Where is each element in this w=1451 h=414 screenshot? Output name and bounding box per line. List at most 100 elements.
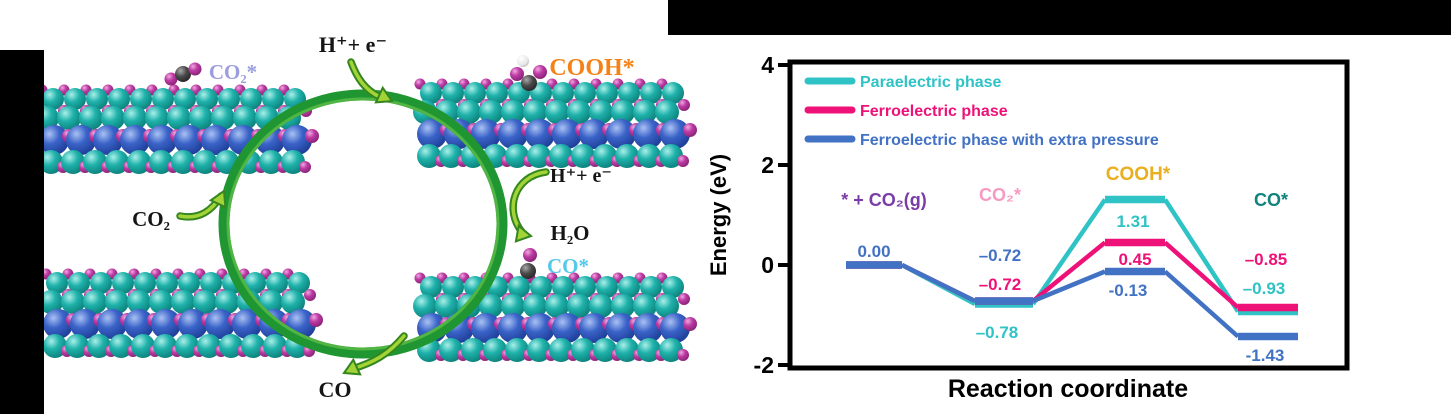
atom-sphere bbox=[175, 334, 199, 358]
atom-sphere bbox=[193, 290, 217, 314]
atom-sphere bbox=[552, 82, 574, 104]
atom-sphere bbox=[420, 82, 442, 104]
value-s4-blue: -1.43 bbox=[1246, 346, 1285, 365]
atom-sphere bbox=[86, 88, 108, 110]
y-tick-2: 2 bbox=[761, 152, 774, 178]
atom-sphere bbox=[167, 106, 191, 130]
legend-label-ferroelectric: Ferroelectric phase bbox=[860, 103, 1008, 120]
atom-sphere bbox=[197, 334, 221, 358]
energy-series-path bbox=[846, 261, 1298, 341]
atom-sphere bbox=[606, 119, 636, 149]
atom-sphere bbox=[79, 106, 103, 130]
atom-sphere bbox=[439, 338, 463, 362]
atom-sphere bbox=[660, 313, 690, 343]
atom-sphere bbox=[123, 106, 147, 130]
atom-sphere bbox=[442, 276, 464, 298]
atom-sphere bbox=[442, 82, 464, 104]
atom-sphere bbox=[83, 290, 107, 314]
atom-sphere bbox=[574, 276, 596, 298]
atom-sphere bbox=[413, 294, 437, 318]
left-crop-bar bbox=[0, 50, 44, 414]
atom-sphere bbox=[593, 144, 617, 168]
atom-sphere bbox=[552, 119, 582, 149]
atom-sphere bbox=[108, 88, 130, 110]
value-s3-teal: 1.31 bbox=[1116, 212, 1149, 231]
atom-sphere bbox=[508, 276, 530, 298]
atom-sphere bbox=[640, 276, 662, 298]
atom-sphere bbox=[659, 144, 683, 168]
atom-sphere bbox=[288, 272, 310, 294]
atom-sphere bbox=[677, 155, 689, 167]
atom-sphere bbox=[101, 106, 125, 130]
atom-sphere bbox=[97, 309, 127, 339]
atom-sphere bbox=[156, 272, 178, 294]
atom-sphere bbox=[633, 313, 663, 343]
value-s2-blue: –0.72 bbox=[979, 246, 1022, 265]
plot-border bbox=[787, 59, 1350, 371]
atom-sphere bbox=[611, 294, 635, 318]
atom-sphere bbox=[435, 294, 459, 318]
atom-sphere bbox=[43, 309, 73, 339]
atom-sphere bbox=[145, 106, 169, 130]
atom-sphere bbox=[662, 82, 684, 104]
atom-sphere bbox=[65, 334, 89, 358]
atom-sphere bbox=[501, 294, 525, 318]
atom-sphere bbox=[149, 150, 173, 174]
state-label-co2-gas: * + CO₂(g) bbox=[841, 190, 927, 210]
atom-sphere bbox=[90, 272, 112, 294]
crystal-slab-bottom-left bbox=[39, 268, 323, 358]
atom-sphere bbox=[417, 119, 447, 149]
arrow-co2-in bbox=[176, 189, 227, 221]
catalytic-cycle-ring bbox=[218, 89, 508, 359]
cooh-adsorbed-label: COOH* bbox=[549, 55, 634, 81]
co-adsorbed-molecule bbox=[520, 248, 537, 279]
atom-sphere bbox=[233, 106, 257, 130]
atom-sphere bbox=[571, 144, 595, 168]
atom-sphere bbox=[174, 88, 196, 110]
atom-sphere bbox=[683, 123, 697, 137]
atom-sphere bbox=[464, 82, 486, 104]
atom-sphere bbox=[87, 334, 111, 358]
atom-sphere bbox=[678, 293, 690, 305]
proton-electron-right-label: H⁺+ e⁻ bbox=[550, 165, 612, 187]
value-s4-teal: –0.93 bbox=[1243, 279, 1286, 298]
co2-input-label: CO₂ bbox=[132, 207, 170, 231]
atom-sphere bbox=[64, 88, 86, 110]
atom-sphere bbox=[523, 100, 547, 124]
atom-sphere bbox=[596, 276, 618, 298]
atom-sphere bbox=[218, 88, 240, 110]
atom-sphere bbox=[479, 294, 503, 318]
y-axis-ticks bbox=[778, 63, 790, 367]
y-tick-4: 4 bbox=[761, 52, 774, 78]
atom-sphere bbox=[420, 276, 442, 298]
atom-sphere bbox=[523, 294, 547, 318]
atom-sphere bbox=[571, 338, 595, 362]
atom-sphere bbox=[618, 82, 640, 104]
atom-sphere bbox=[201, 125, 231, 155]
atom-sphere bbox=[266, 272, 288, 294]
arrow-proton-electron-top bbox=[347, 58, 394, 104]
atom-sphere bbox=[211, 106, 235, 130]
value-s2-teal: –0.78 bbox=[976, 323, 1019, 342]
atom-sphere bbox=[262, 88, 284, 110]
atom-sphere bbox=[637, 144, 661, 168]
atom-sphere bbox=[655, 294, 679, 318]
atom-sphere bbox=[618, 276, 640, 298]
atom-sphere bbox=[660, 119, 690, 149]
atom-sphere bbox=[105, 150, 129, 174]
state-label-cooh: COOH* bbox=[1106, 164, 1171, 185]
atom-sphere bbox=[232, 309, 262, 339]
atom-sphere bbox=[39, 290, 63, 314]
atom-sphere bbox=[527, 338, 551, 362]
atom-sphere bbox=[130, 88, 152, 110]
atom-sphere bbox=[200, 272, 222, 294]
top-crop-bar bbox=[668, 0, 1451, 35]
state-label-co: CO* bbox=[1254, 190, 1288, 210]
atom-sphere bbox=[151, 309, 181, 339]
atom-sphere bbox=[461, 338, 485, 362]
atom-sphere bbox=[525, 313, 555, 343]
water-label: H₂O bbox=[551, 221, 590, 245]
atom-sphere bbox=[637, 338, 661, 362]
crystal-slab-bottom-right bbox=[413, 272, 697, 362]
